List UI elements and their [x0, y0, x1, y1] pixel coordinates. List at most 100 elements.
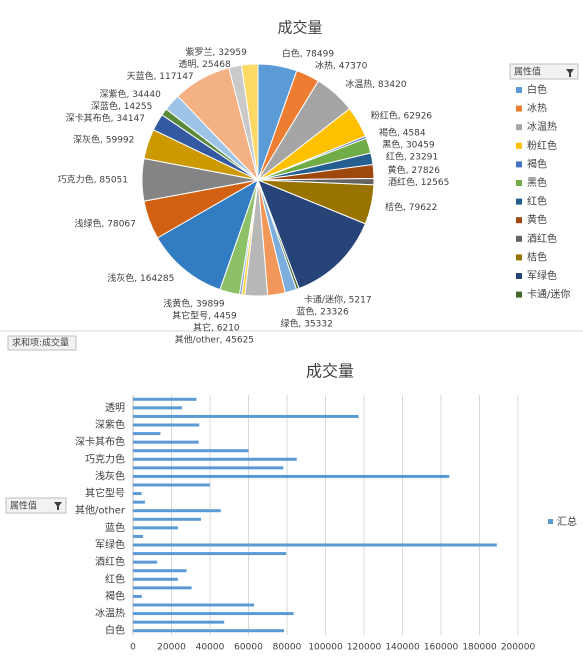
data-label: 深紫色, 34440 [99, 88, 161, 100]
pie-slice [156, 178, 259, 291]
bar [133, 483, 210, 487]
bar [133, 552, 287, 556]
data-label: 透明, 25468 [178, 59, 231, 70]
y-tick-label: 白色 [105, 624, 125, 637]
bar [133, 414, 359, 418]
y-tick-label: 红色 [105, 572, 125, 585]
data-label: 绿色, 35332 [280, 318, 332, 330]
data-label: 巧克力色, 85051 [58, 173, 128, 185]
legend-label: 卡通/迷你 [527, 288, 570, 301]
y-tick-label: 透明 [105, 402, 125, 414]
bar [133, 492, 142, 496]
y-tick-label: 褐色 [105, 589, 125, 602]
data-label: 褐色, 4584 [379, 126, 426, 138]
y-tick-label: 军绿色 [95, 538, 125, 551]
legend-swatch [516, 254, 522, 261]
legend-label: 桔色 [527, 250, 547, 263]
data-label: 浅灰色, 164285 [107, 272, 174, 284]
bar [133, 423, 200, 427]
data-label: 冰温热, 83420 [345, 78, 407, 90]
legend-label: 黑色 [527, 176, 547, 189]
data-label: 白色, 78499 [282, 47, 335, 59]
x-tick-label: 160000 [424, 643, 459, 653]
y-tick-label: 深卡其布色 [75, 435, 125, 448]
data-label: 天蓝色, 117147 [127, 70, 194, 82]
bar [133, 449, 249, 453]
legend-title: 属性值 [514, 66, 541, 78]
x-tick-label: 180000 [462, 643, 497, 653]
bar [133, 406, 183, 410]
legend-swatch [516, 198, 522, 205]
x-tick-label: 20000 [157, 643, 186, 653]
bar [133, 500, 145, 504]
x-tick-label: 200000 [501, 643, 536, 653]
y-tick-label: 蓝色 [105, 521, 125, 534]
legend-label: 白色 [527, 83, 547, 96]
filter-icon [566, 69, 574, 77]
legend-swatch [516, 161, 522, 168]
legend-label: 冰温热 [527, 120, 557, 133]
data-label: 深蓝色, 14255 [91, 100, 152, 112]
legend-filter-button[interactable] [509, 63, 579, 80]
x-tick-label: 120000 [347, 643, 382, 653]
legend-swatch [516, 105, 522, 112]
data-label: 深卡其布色, 34147 [66, 112, 145, 124]
axis-filter-button[interactable] [5, 497, 67, 514]
pie-slice [240, 63, 259, 181]
y-tick-label: 浅灰色 [95, 469, 125, 482]
legend-label: 汇总 [557, 515, 577, 528]
field-button[interactable] [7, 335, 77, 351]
data-label: 冰热, 47370 [315, 59, 368, 71]
bar [133, 466, 284, 470]
bar [133, 509, 221, 513]
x-tick-label: 0 [130, 643, 136, 653]
legend-label: 褐色 [527, 157, 547, 170]
x-tick-label: 140000 [385, 643, 420, 653]
x-tick-label: 100000 [308, 643, 343, 653]
legend-swatch [516, 180, 522, 186]
field-button-label: 求和项:成交量 [12, 337, 69, 349]
legend-swatch [516, 273, 522, 279]
bar [133, 457, 297, 461]
y-tick-label: 其他/other [75, 504, 126, 517]
legend-swatch [516, 217, 522, 224]
bar [133, 432, 161, 436]
data-label: 其他/other, 45625 [175, 334, 254, 346]
data-label: 蓝色, 23326 [296, 306, 349, 318]
data-label: 黑色, 30459 [382, 138, 435, 150]
data-label: 浅绿色, 78067 [75, 218, 136, 230]
legend-swatch [516, 235, 522, 242]
bar [133, 474, 450, 478]
y-tick-label: 冰温热 [95, 607, 125, 620]
bar [133, 397, 197, 401]
y-tick-label: 其它型号 [85, 487, 125, 500]
bar [133, 612, 294, 616]
data-label: 卡通/迷你, 5217 [304, 294, 372, 306]
data-label: 紫罗兰, 32959 [185, 46, 247, 58]
bar-title: 成交量 [306, 362, 354, 381]
bar [133, 569, 187, 573]
data-label: 红色, 23291 [386, 150, 438, 162]
legend-label: 粉红色 [527, 139, 557, 152]
bar [133, 586, 192, 590]
data-label: 粉红色, 62926 [371, 109, 433, 121]
bar [133, 603, 255, 607]
bar [133, 517, 202, 521]
data-label: 桔色, 79622 [385, 201, 437, 213]
data-label: 其它, 6210 [193, 322, 240, 334]
bar [133, 594, 142, 598]
legend-swatch [516, 142, 522, 149]
axis-button-label: 属性值 [10, 500, 37, 512]
bar [133, 526, 178, 530]
y-tick-label: 酒红色 [95, 555, 125, 568]
legend-swatch [548, 519, 553, 524]
pie-title: 成交量 [277, 19, 322, 37]
filter-icon [54, 502, 62, 510]
legend-swatch [516, 124, 522, 131]
pie-slice [257, 179, 367, 290]
data-label: 黄色, 27826 [388, 164, 441, 176]
legend-label: 冰热 [527, 102, 547, 115]
legend-label: 红色 [527, 195, 547, 208]
bar [133, 543, 497, 547]
x-tick-label: 60000 [234, 643, 263, 653]
